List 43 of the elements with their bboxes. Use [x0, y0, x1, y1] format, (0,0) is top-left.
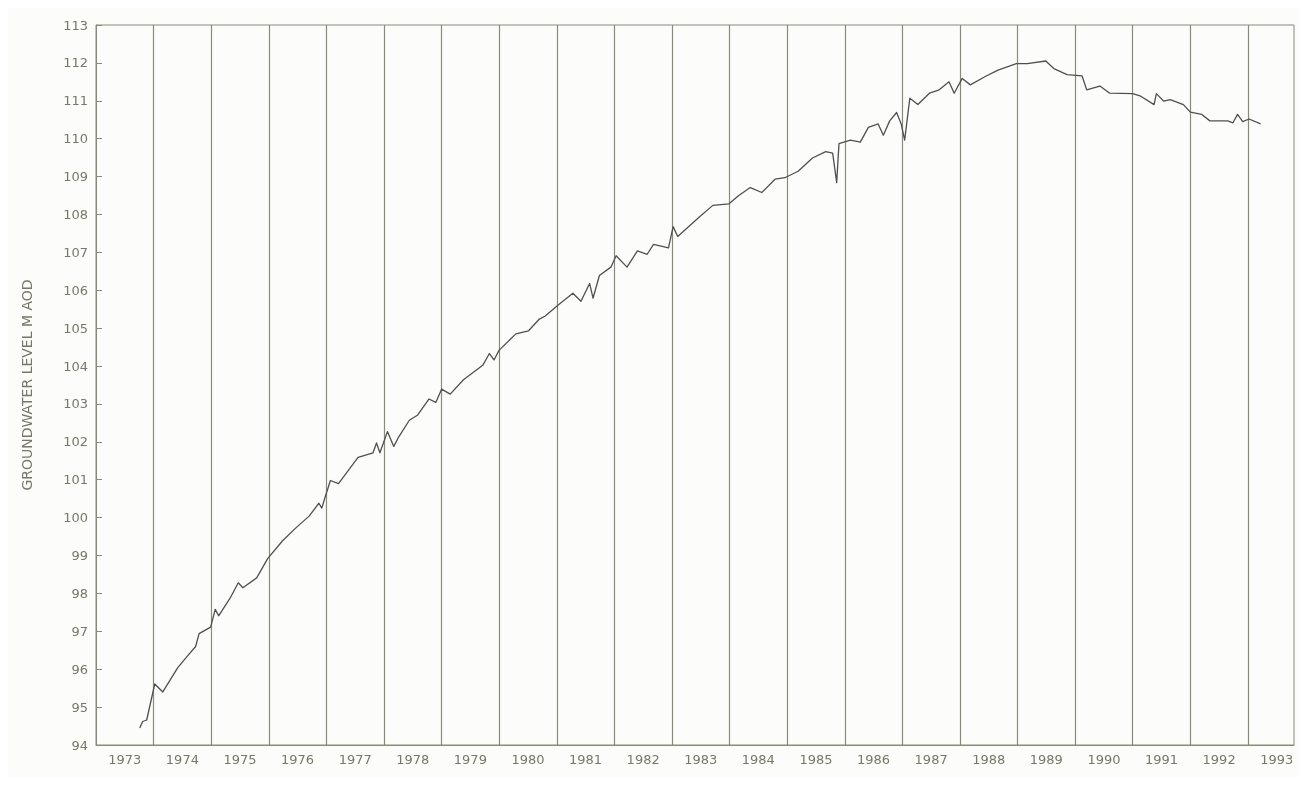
y-tick-label: 96	[71, 661, 88, 677]
y-tick-label: 113	[63, 17, 88, 33]
x-tick-label: 1981	[569, 752, 603, 767]
x-tick-label: 1979	[453, 752, 487, 767]
y-tick-label: 111	[63, 93, 88, 109]
x-tick-label: 1976	[281, 752, 315, 767]
line-series	[139, 60, 1262, 729]
y-tick-label: 94	[71, 737, 88, 753]
y-tick-label: 106	[63, 282, 88, 298]
y-tick-label: 105	[63, 320, 88, 336]
y-tick-label: 102	[63, 434, 88, 450]
x-tick-label: 1987	[914, 752, 948, 767]
x-tick-label: 1985	[799, 752, 833, 767]
y-tick-label: 99	[71, 548, 88, 564]
y-tick-label: 95	[71, 699, 88, 715]
x-tick-label: 1991	[1144, 752, 1179, 767]
y-axis-title: GROUNDWATER LEVEL M AOD	[19, 279, 35, 491]
y-tick-label: 110	[63, 131, 88, 147]
y-tick-label: 104	[63, 358, 88, 374]
x-tick-label: 1992	[1202, 752, 1236, 767]
x-tick-label: 1973	[108, 752, 142, 767]
x-tick-label: 1975	[223, 752, 257, 767]
x-tick-label: 1974	[165, 752, 199, 767]
y-tick-label: 100	[63, 510, 88, 526]
y-tick-label: 101	[63, 472, 88, 488]
x-tick-label: 1993	[1260, 752, 1294, 767]
x-tick-label: 1990	[1087, 752, 1121, 767]
y-tick-label: 112	[63, 55, 88, 71]
y-tick-label: 97	[71, 623, 88, 639]
x-tick-label: 1977	[338, 752, 372, 767]
x-tick-label: 1989	[1029, 752, 1063, 767]
y-tick-label: 103	[63, 396, 88, 412]
x-tick-label: 1983	[684, 752, 718, 767]
x-tick-label: 1980	[511, 752, 545, 767]
y-tick-label: 98	[71, 585, 88, 601]
x-tick-label: 1986	[857, 752, 891, 767]
x-tick-label: 1982	[626, 752, 660, 767]
y-tick-label: 109	[63, 169, 88, 185]
y-tick-label: 107	[63, 244, 88, 260]
x-tick-label: 1984	[741, 752, 775, 767]
x-tick-label: 1978	[396, 752, 430, 767]
y-tick-label: 108	[63, 206, 88, 222]
x-tick-label: 1988	[972, 752, 1006, 767]
